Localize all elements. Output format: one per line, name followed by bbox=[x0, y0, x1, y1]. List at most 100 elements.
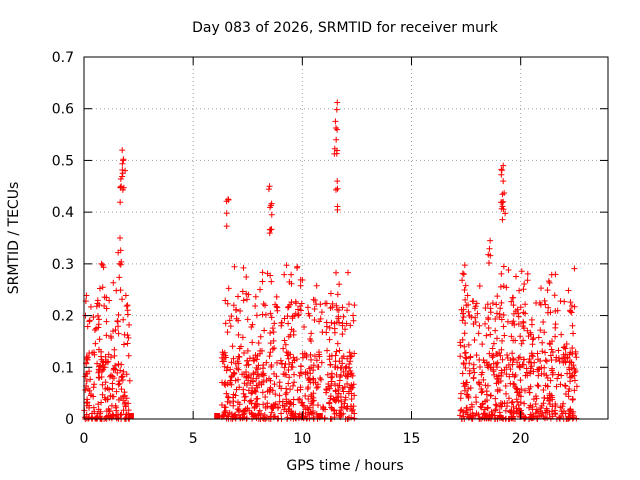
data-point bbox=[222, 354, 229, 361]
data-point bbox=[125, 334, 132, 341]
data-point bbox=[544, 383, 551, 390]
data-point bbox=[500, 323, 507, 330]
data-point bbox=[330, 396, 337, 403]
data-point bbox=[267, 377, 274, 384]
y-tick-label: 0.5 bbox=[52, 153, 74, 169]
data-point bbox=[516, 287, 523, 294]
data-point bbox=[117, 176, 124, 183]
data-point bbox=[484, 397, 491, 404]
data-point bbox=[280, 345, 287, 352]
data-point bbox=[250, 370, 257, 377]
data-point bbox=[332, 186, 339, 193]
data-point bbox=[476, 322, 483, 329]
data-point bbox=[456, 412, 463, 419]
data-point bbox=[239, 371, 246, 378]
data-point bbox=[326, 336, 333, 343]
data-point bbox=[565, 388, 572, 395]
data-point bbox=[298, 414, 305, 421]
data-point bbox=[259, 278, 266, 285]
data-point bbox=[475, 330, 482, 337]
data-point bbox=[327, 361, 334, 368]
data-point bbox=[552, 333, 559, 340]
data-point bbox=[124, 302, 131, 309]
data-point bbox=[335, 397, 342, 404]
data-point bbox=[333, 136, 340, 143]
data-point bbox=[571, 387, 578, 394]
data-point bbox=[299, 350, 306, 357]
data-point bbox=[471, 305, 478, 312]
data-point bbox=[348, 382, 355, 389]
data-point bbox=[500, 162, 507, 169]
data-point bbox=[305, 384, 312, 391]
data-point bbox=[220, 412, 227, 419]
data-point bbox=[528, 316, 535, 323]
data-point bbox=[293, 300, 300, 307]
data-point bbox=[279, 360, 286, 367]
data-point bbox=[552, 324, 559, 331]
data-point bbox=[498, 270, 505, 277]
data-point bbox=[460, 271, 467, 278]
data-point bbox=[541, 329, 548, 336]
data-point bbox=[527, 383, 534, 390]
data-point bbox=[219, 358, 226, 365]
y-tick-label: 0.7 bbox=[52, 50, 74, 66]
data-point bbox=[99, 381, 106, 388]
data-point bbox=[283, 262, 290, 269]
data-point bbox=[508, 333, 515, 340]
data-point bbox=[563, 340, 570, 347]
data-point bbox=[249, 339, 256, 346]
data-point bbox=[278, 319, 285, 326]
data-point bbox=[253, 375, 260, 382]
data-point bbox=[310, 414, 317, 421]
data-point bbox=[98, 399, 105, 406]
data-point bbox=[482, 320, 489, 327]
data-point bbox=[346, 361, 353, 368]
data-point bbox=[562, 383, 569, 390]
data-point bbox=[109, 385, 116, 392]
data-point bbox=[516, 389, 523, 396]
data-point bbox=[98, 260, 105, 267]
data-point bbox=[529, 353, 536, 360]
data-point bbox=[343, 363, 350, 370]
data-point bbox=[268, 409, 275, 416]
data-point bbox=[526, 356, 533, 363]
data-point bbox=[504, 352, 511, 359]
data-point bbox=[105, 351, 112, 358]
data-point bbox=[341, 400, 348, 407]
data-point bbox=[339, 404, 346, 411]
data-point bbox=[104, 396, 111, 403]
data-point bbox=[313, 357, 320, 364]
data-point bbox=[569, 372, 576, 379]
data-point bbox=[350, 312, 357, 319]
data-point bbox=[457, 353, 464, 360]
y-tick-label: 0.1 bbox=[52, 360, 74, 376]
data-point bbox=[500, 178, 507, 185]
data-point bbox=[483, 359, 490, 366]
data-point bbox=[521, 280, 528, 287]
data-point bbox=[496, 314, 503, 321]
data-point bbox=[118, 373, 125, 380]
data-point bbox=[113, 411, 120, 418]
data-point bbox=[553, 383, 560, 390]
data-point bbox=[253, 414, 260, 421]
data-point bbox=[336, 281, 343, 288]
data-point bbox=[240, 386, 247, 393]
data-point bbox=[524, 277, 531, 284]
data-point bbox=[260, 401, 267, 408]
data-point bbox=[462, 320, 469, 327]
data-point bbox=[339, 331, 346, 338]
data-point bbox=[485, 364, 492, 371]
data-point bbox=[244, 357, 251, 364]
data-point bbox=[91, 408, 98, 415]
data-point bbox=[549, 369, 556, 376]
data-point bbox=[122, 292, 129, 299]
data-point bbox=[92, 340, 99, 347]
data-point bbox=[569, 396, 576, 403]
data-point bbox=[84, 399, 91, 406]
data-point bbox=[108, 372, 115, 379]
data-point bbox=[266, 183, 273, 190]
data-point bbox=[547, 415, 554, 422]
data-point bbox=[305, 395, 312, 402]
data-point bbox=[263, 377, 270, 384]
data-point bbox=[298, 370, 305, 377]
